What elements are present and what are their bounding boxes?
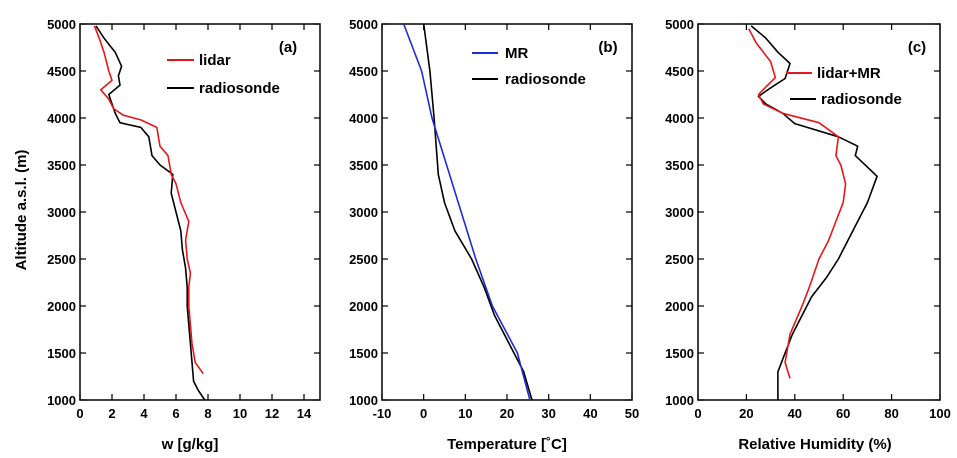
series-line-b-mr — [402, 23, 531, 401]
panel-b-xlabel: Temperature [˚C] — [447, 436, 567, 453]
y-tick-label: 3000 — [47, 205, 76, 220]
legend-b-mr-label: MR — [505, 45, 528, 62]
y-tick-label: 1500 — [47, 346, 76, 361]
legend-c-radiosonde-label: radiosonde — [821, 91, 902, 108]
y-tick-label: 4500 — [665, 64, 694, 79]
x-tick-label: 30 — [541, 406, 555, 421]
y-tick-label: 2500 — [47, 252, 76, 267]
x-tick-label: 60 — [836, 406, 850, 421]
x-tick-label: -10 — [373, 406, 392, 421]
panel-c-plot — [748, 25, 878, 400]
x-tick-label: 80 — [884, 406, 898, 421]
y-tick-label: 4000 — [47, 111, 76, 126]
series-line-a-lidar — [93, 25, 204, 375]
y-tick-label: 3000 — [665, 205, 694, 220]
series-line-b-radiosonde — [422, 23, 533, 401]
y-tick-label: 3000 — [349, 205, 378, 220]
panel-c-ticks: 0 20 40 60 80 100 1000 1500 2000 2500 3000 3500 4000… — [665, 17, 951, 421]
y-tick-label: 3500 — [47, 158, 76, 173]
y-tick-label: 2500 — [349, 252, 378, 267]
legend-c-lidarmr-label: lidar+MR — [817, 65, 881, 82]
legend-b-radiosonde-label: radiosonde — [505, 71, 586, 88]
y-tick-label: 4000 — [665, 111, 694, 126]
y-tick-label: 5000 — [665, 17, 694, 32]
panel-c-xlabel: Relative Humidity (%) — [738, 436, 891, 453]
x-tick-label: 4 — [140, 406, 148, 421]
panel-b: -10 0 10 20 30 40 50 1000 1500 2000 2500 3000 3500 40… — [349, 17, 639, 453]
y-tick-label: 1500 — [665, 346, 694, 361]
x-tick-label: 40 — [788, 406, 802, 421]
y-tick-label: 1000 — [349, 393, 378, 408]
y-tick-label: 1000 — [665, 393, 694, 408]
panel-a-ticks: 0 2 4 6 8 10 12 14 1000 1500 2000 2500 3000 3500 4000 4… — [47, 17, 320, 421]
x-tick-label: 40 — [583, 406, 597, 421]
x-tick-label: 0 — [694, 406, 701, 421]
x-tick-label: 2 — [108, 406, 115, 421]
y-tick-label: 2000 — [47, 299, 76, 314]
y-tick-label: 2500 — [665, 252, 694, 267]
panel-c: 0 20 40 60 80 100 1000 1500 2000 2500 3000 3500 4000… — [665, 17, 951, 453]
y-tick-label: 3500 — [665, 158, 694, 173]
x-tick-label: 8 — [204, 406, 211, 421]
panel-a-xlabel: w [g/kg] — [161, 436, 219, 453]
legend-a-lidar-label: lidar — [199, 52, 231, 69]
x-tick-label: 6 — [172, 406, 179, 421]
series-line-c-radiosonde — [750, 25, 878, 400]
panel-a-plot — [93, 25, 206, 401]
y-tick-label: 2000 — [665, 299, 694, 314]
series-line-a-radiosonde — [95, 25, 206, 401]
x-tick-label: 50 — [625, 406, 639, 421]
x-tick-label: 0 — [420, 406, 427, 421]
y-tick-label: 1000 — [47, 393, 76, 408]
y-tick-label: 4500 — [349, 64, 378, 79]
panel-c-label: (c) — [908, 39, 926, 56]
x-tick-label: 14 — [297, 406, 312, 421]
y-tick-label: 3500 — [349, 158, 378, 173]
y-tick-label: 1500 — [349, 346, 378, 361]
x-tick-label: 10 — [458, 406, 472, 421]
x-tick-label: 10 — [233, 406, 247, 421]
x-tick-label: 100 — [929, 406, 951, 421]
y-tick-label: 4000 — [349, 111, 378, 126]
x-tick-label: 0 — [76, 406, 83, 421]
x-tick-label: 20 — [739, 406, 753, 421]
panel-a-label: (a) — [279, 39, 297, 56]
y-tick-label: 5000 — [349, 17, 378, 32]
y-tick-label: 5000 — [47, 17, 76, 32]
y-axis-label: Altitude a.s.l. (m) — [13, 150, 30, 271]
x-tick-label: 12 — [265, 406, 279, 421]
y-tick-label: 4500 — [47, 64, 76, 79]
panel-a: 0 2 4 6 8 10 12 14 1000 1500 2000 2500 3000 3500 4000 4… — [47, 17, 321, 453]
panel-b-ticks: -10 0 10 20 30 40 50 1000 1500 2000 2500 3000 3500 40… — [349, 17, 639, 421]
series-line-c-lidarmr — [748, 28, 847, 379]
legend-a-radiosonde-label: radiosonde — [199, 80, 280, 97]
panel-b-plot — [402, 23, 533, 401]
x-tick-label: 20 — [500, 406, 514, 421]
y-tick-label: 2000 — [349, 299, 378, 314]
panel-b-label: (b) — [598, 39, 617, 56]
